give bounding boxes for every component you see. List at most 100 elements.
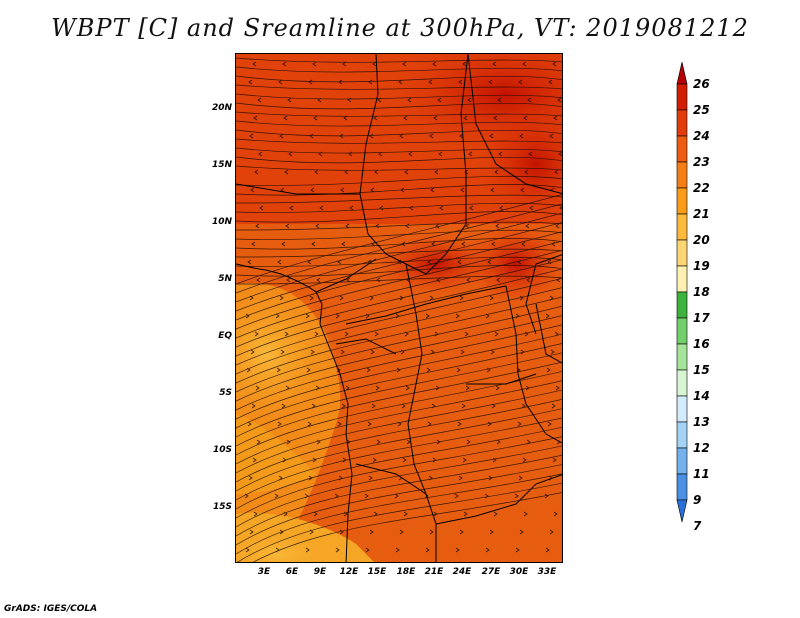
streamline-arrow (434, 331, 439, 337)
streamline-arrow (489, 295, 494, 301)
streamline-arrow (346, 277, 351, 283)
streamline-arrow (251, 241, 256, 247)
streamline-arrow (379, 205, 384, 211)
streamline-arrow (347, 97, 352, 103)
streamline-arrow (498, 151, 503, 157)
streamline (236, 203, 562, 294)
streamline-arrow (428, 79, 433, 85)
streamline-arrow (394, 493, 399, 499)
streamline-arrow (465, 223, 470, 229)
streamline-arrow (308, 475, 313, 481)
streamline (236, 324, 562, 411)
streamline (236, 66, 562, 73)
streamline (236, 57, 562, 63)
streamline-arrow (275, 313, 280, 319)
streamline-arrow (467, 97, 472, 103)
wbpt-field-map (236, 54, 562, 562)
streamline-arrow (546, 367, 551, 373)
streamline-arrow (519, 529, 524, 535)
colorbar-label: 18 (693, 285, 710, 299)
streamline-arrow (499, 205, 504, 211)
streamline-arrow (554, 169, 559, 175)
streamline-arrow (545, 313, 550, 319)
streamline-arrow (315, 223, 320, 229)
streamline-arrow (555, 385, 560, 391)
streamline-arrow (376, 439, 381, 445)
lon-label-3e: 3E (257, 567, 271, 577)
streamline-arrow (548, 79, 553, 85)
streamline-arrow (286, 277, 291, 283)
streamline (236, 399, 562, 483)
streamline-arrow (309, 529, 314, 535)
streamline-arrow (316, 277, 321, 283)
streamline-arrow (277, 259, 282, 265)
streamline-arrow (374, 169, 379, 175)
streamline-arrow (313, 511, 318, 517)
streamline-arrow (312, 457, 317, 463)
streamline-arrow (371, 241, 376, 247)
streamline-arrow (367, 421, 372, 427)
streamline-arrow (527, 97, 532, 103)
colorbar-segment (676, 83, 688, 111)
streamline (236, 417, 562, 501)
streamline-arrow (373, 511, 378, 517)
streamline-arrow (311, 403, 316, 409)
streamline-arrow (282, 457, 287, 463)
lon-label-33e: 33E (537, 567, 557, 577)
streamline-arrow (248, 79, 253, 85)
colorbar-label: 25 (693, 103, 710, 117)
streamline-arrow (307, 421, 312, 427)
streamline-arrow (466, 439, 471, 445)
streamline-arrow (492, 61, 497, 67)
streamline (236, 156, 562, 164)
streamline-arrow (524, 169, 529, 175)
streamline (236, 315, 562, 402)
colorbar-segment (676, 343, 688, 371)
streamline (236, 275, 562, 285)
streamline-arrow (435, 223, 440, 229)
streamline-arrow (305, 313, 310, 319)
lon-label-18e: 18E (396, 567, 416, 577)
streamline-arrow (252, 61, 257, 67)
streamline-arrow (370, 187, 375, 193)
streamline (236, 202, 562, 213)
streamline-arrow (248, 475, 253, 481)
streamline-arrow (495, 223, 500, 229)
lat-label-5n: 5N (218, 274, 232, 284)
streamline-arrow (558, 151, 562, 157)
streamline-arrow (287, 97, 292, 103)
streamline-arrow (373, 115, 378, 121)
streamline-arrow (344, 169, 349, 175)
colorbar-label: 7 (693, 519, 702, 533)
streamline (236, 231, 562, 321)
streamline-arrow (283, 115, 288, 121)
streamline-arrow (456, 367, 461, 373)
streamline-arrow (429, 133, 434, 139)
streamline-arrow (255, 385, 260, 391)
streamline-arrow (457, 259, 462, 265)
streamline-arrow (254, 169, 259, 175)
streamline-arrow (310, 349, 315, 355)
streamline-arrow (345, 223, 350, 229)
streamline-arrow (433, 511, 438, 517)
streamline-arrow (341, 403, 346, 409)
streamline (236, 102, 562, 110)
streamline-arrow (258, 151, 263, 157)
streamline-arrow (524, 331, 529, 337)
streamline-arrow (425, 313, 430, 319)
streamline (236, 464, 562, 546)
streamline-arrow (400, 187, 405, 193)
streamline-arrow (343, 115, 348, 121)
streamline-arrow (335, 547, 340, 553)
streamline-arrow (491, 241, 496, 247)
colorbar-segment (676, 291, 688, 319)
streamline-arrow (278, 79, 283, 85)
streamline-arrow (368, 79, 373, 85)
streamline-arrow (395, 547, 400, 553)
streamline-arrow (340, 187, 345, 193)
streamline-arrow (488, 79, 493, 85)
streamline-arrow (489, 529, 494, 535)
streamline (236, 259, 562, 348)
streamline-arrow (372, 457, 377, 463)
streamline-arrow (464, 169, 469, 175)
